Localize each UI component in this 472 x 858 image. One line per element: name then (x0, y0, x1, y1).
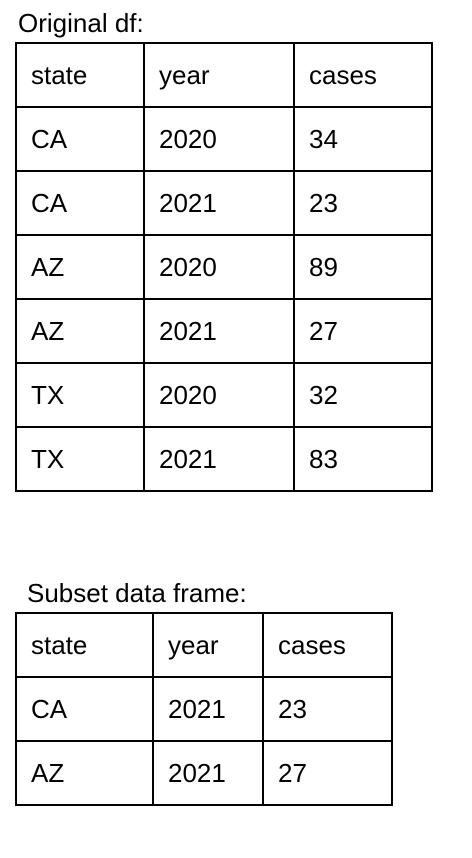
cell-state: TX (15, 362, 145, 428)
cell-state: TX (15, 426, 145, 492)
original-df-table: state year cases CA 2020 34 CA 2021 23 AZ 2020 89 AZ… (15, 42, 433, 492)
cell-year: 2021 (143, 426, 295, 492)
cell-state: CA (15, 676, 154, 742)
subset-df-caption: Subset data frame: (27, 578, 247, 608)
subset-df-table-body: state year cases CA 2021 23 AZ 2021 27 (15, 612, 393, 806)
cell-cases: 34 (293, 106, 433, 172)
table-row: AZ 2020 89 (15, 234, 433, 300)
column-header-year: year (152, 612, 264, 678)
cell-cases: 27 (293, 298, 433, 364)
cell-cases: 23 (262, 676, 393, 742)
table-row: CA 2021 23 (15, 676, 393, 742)
cell-cases: 32 (293, 362, 433, 428)
cell-state: CA (15, 106, 145, 172)
cell-cases: 89 (293, 234, 433, 300)
table-row: AZ 2021 27 (15, 298, 433, 364)
cell-state: AZ (15, 298, 145, 364)
cell-state: CA (15, 170, 145, 236)
cell-year: 2021 (143, 298, 295, 364)
column-header-cases: cases (262, 612, 393, 678)
original-df-caption: Original df: (18, 8, 144, 38)
table-row: CA 2020 34 (15, 106, 433, 172)
cell-state: AZ (15, 740, 154, 806)
cell-year: 2020 (143, 234, 295, 300)
table-row: AZ 2021 27 (15, 740, 393, 806)
cell-year: 2020 (143, 106, 295, 172)
cell-year: 2021 (143, 170, 295, 236)
column-header-state: state (15, 612, 154, 678)
cell-year: 2021 (152, 740, 264, 806)
subset-df-table: state year cases CA 2021 23 AZ 2021 27 (15, 612, 393, 806)
cell-state: AZ (15, 234, 145, 300)
table-row: TX 2020 32 (15, 362, 433, 428)
table-row: TX 2021 83 (15, 426, 433, 492)
original-df-table-body: state year cases CA 2020 34 CA 2021 23 AZ 2020 89 AZ… (15, 42, 433, 492)
subset-header-row: state year cases (15, 612, 393, 678)
cell-year: 2020 (143, 362, 295, 428)
cell-year: 2021 (152, 676, 264, 742)
column-header-year: year (143, 42, 295, 108)
cell-cases: 83 (293, 426, 433, 492)
column-header-state: state (15, 42, 145, 108)
table-row: CA 2021 23 (15, 170, 433, 236)
cell-cases: 27 (262, 740, 393, 806)
original-header-row: state year cases (15, 42, 433, 108)
column-header-cases: cases (293, 42, 433, 108)
cell-cases: 23 (293, 170, 433, 236)
